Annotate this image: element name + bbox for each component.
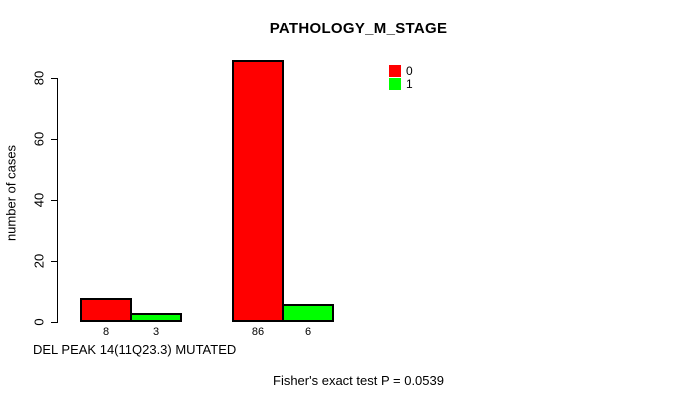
- y-axis-tick: [51, 78, 57, 79]
- y-tick-label: 40: [31, 192, 47, 208]
- y-axis-tick: [51, 200, 57, 201]
- legend: 0 1: [389, 65, 413, 90]
- bar-value-label: 3: [152, 326, 160, 338]
- legend-label: 0: [406, 64, 413, 78]
- y-axis-line: [57, 78, 58, 323]
- legend-swatch-1: [389, 78, 401, 90]
- y-axis-tick: [51, 261, 57, 262]
- y-axis-label: number of cases: [3, 144, 19, 242]
- bar-series-1-group-1: [130, 313, 182, 322]
- bar-value-label: 86: [251, 326, 265, 338]
- legend-swatch-0: [389, 65, 401, 77]
- bar-series-0-group-1: [80, 298, 132, 322]
- bar-value-label: 6: [304, 326, 312, 338]
- fisher-test-annotation: Fisher's exact test P = 0.0539: [273, 373, 444, 388]
- bar-series-0-group-2: [232, 60, 284, 322]
- bar-value-label: 8: [102, 326, 110, 338]
- legend-entry: 0: [389, 65, 413, 77]
- x-axis-label: DEL PEAK 14(11Q23.3) MUTATED: [33, 342, 237, 357]
- bar-series-1-group-2: [282, 304, 334, 322]
- legend-label: 1: [406, 77, 413, 91]
- legend-entry: 1: [389, 78, 413, 90]
- y-axis-tick: [51, 139, 57, 140]
- y-tick-label: 60: [31, 131, 47, 147]
- chart-title: PATHOLOGY_M_STAGE: [269, 20, 448, 37]
- y-tick-label: 20: [31, 253, 47, 269]
- y-tick-label: 80: [31, 70, 47, 86]
- y-tick-label: 0: [31, 318, 47, 326]
- y-axis-tick: [51, 322, 57, 323]
